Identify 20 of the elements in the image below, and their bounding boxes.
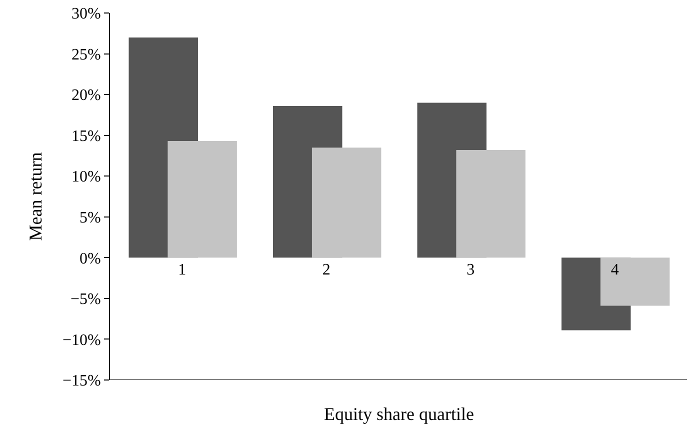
x-tick-label: 4 (610, 262, 619, 279)
y-tick-label: 0% (79, 250, 101, 268)
x-tick-label: 2 (322, 262, 330, 279)
y-tick-label: −15% (62, 372, 101, 390)
y-tick-label: 5% (79, 209, 101, 226)
bar (456, 150, 526, 258)
y-axis-title: Mean return (26, 152, 46, 241)
y-tick-label: 25% (71, 46, 101, 64)
y-tick-label: −5% (70, 291, 101, 308)
bar (312, 148, 382, 258)
x-tick-label: 1 (178, 262, 186, 279)
bar (600, 258, 670, 306)
y-tick-label: 15% (71, 128, 101, 145)
x-tick-label: 3 (466, 262, 475, 279)
y-tick-label: 20% (71, 87, 101, 104)
y-tick-label: 30% (71, 6, 101, 23)
y-tick-label: 10% (71, 168, 101, 186)
bar (168, 141, 237, 258)
x-axis-title: Equity share quartile (324, 404, 474, 424)
y-tick-label: −10% (62, 332, 101, 349)
